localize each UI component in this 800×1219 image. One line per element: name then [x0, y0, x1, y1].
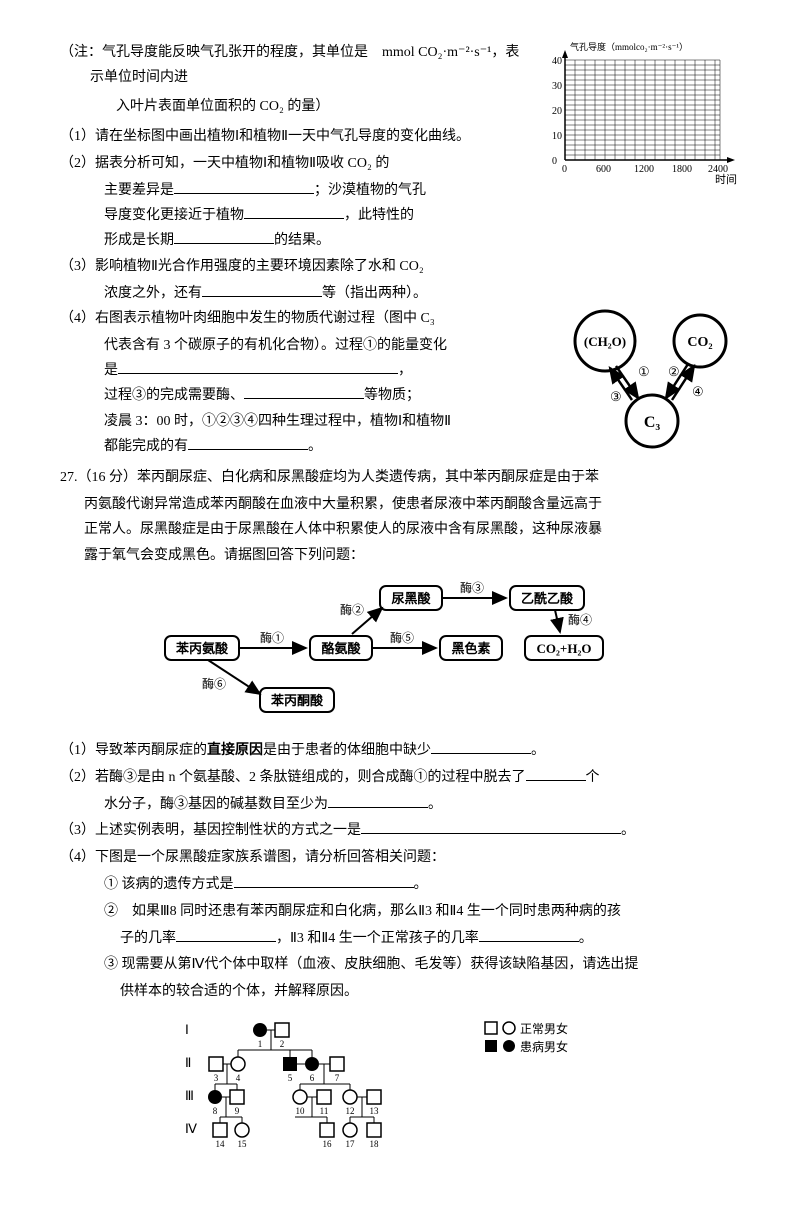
svg-text:①: ① — [638, 364, 650, 379]
svg-text:苯丙酮酸: 苯丙酮酸 — [270, 693, 324, 708]
question-27-3: （3）上述实例表明，基因控制性状的方式之一是。 — [60, 818, 740, 843]
svg-text:7: 7 — [335, 1073, 340, 1083]
blank[interactable] — [244, 204, 344, 219]
blank[interactable] — [361, 819, 621, 834]
svg-text:黑色素: 黑色素 — [451, 641, 490, 656]
question-27-4-2-l2: 子的几率，Ⅱ3 和Ⅱ4 生一个正常孩子的几率。 — [60, 926, 740, 951]
svg-text:1800: 1800 — [672, 164, 692, 175]
pathway-diagram: 苯丙氨酸 酪氨酸 尿黑酸 乙酰乙酸 黑色素 苯丙酮酸 CO₂+H₂O 酶① 酶②… — [60, 576, 740, 730]
svg-text:14: 14 — [216, 1139, 226, 1149]
svg-text:0: 0 — [562, 164, 567, 175]
graph-ylabel: 气孔导度（mmolco₂·m⁻²·s⁻¹） — [570, 41, 688, 52]
blank[interactable] — [176, 927, 276, 942]
svg-text:5: 5 — [288, 1073, 293, 1083]
svg-text:16: 16 — [323, 1139, 333, 1149]
question-27-4-3-l1: ③ 现需要从第Ⅳ代个体中取样（血液、皮肤细胞、毛发等）获得该缺陷基因，请选出提 — [60, 952, 740, 977]
svg-text:10: 10 — [296, 1106, 306, 1116]
svg-text:酶⑤: 酶⑤ — [390, 630, 414, 645]
svg-text:Ⅳ: Ⅳ — [185, 1121, 197, 1136]
svg-text:3: 3 — [214, 1073, 219, 1083]
svg-text:酶①: 酶① — [260, 630, 284, 645]
svg-text:11: 11 — [320, 1106, 329, 1116]
svg-text:20: 20 — [552, 106, 562, 117]
svg-text:(CH₂O): (CH₂O) — [584, 334, 626, 349]
svg-text:9: 9 — [235, 1106, 240, 1116]
svg-text:6: 6 — [310, 1073, 315, 1083]
svg-text:30: 30 — [552, 81, 562, 92]
svg-text:尿黑酸: 尿黑酸 — [391, 591, 431, 606]
blank[interactable] — [431, 739, 531, 754]
blank[interactable] — [526, 766, 586, 781]
blank[interactable] — [479, 927, 579, 942]
svg-text:17: 17 — [346, 1139, 356, 1149]
svg-text:Ⅱ: Ⅱ — [185, 1055, 191, 1070]
svg-text:④: ④ — [692, 384, 704, 399]
question-27-l4: 露于氧气会变成黑色。请据图回答下列问题： — [60, 543, 740, 568]
svg-text:Ⅰ: Ⅰ — [185, 1022, 189, 1037]
svg-text:600: 600 — [596, 164, 611, 175]
svg-text:1: 1 — [258, 1039, 263, 1049]
blank[interactable] — [234, 873, 414, 888]
svg-text:酪氨酸: 酪氨酸 — [321, 641, 361, 656]
question-27-4-2-l1: ② 如果Ⅲ8 同时还患有苯丙酮尿症和白化病，那么Ⅱ3 和Ⅱ4 生一个同时患两种病… — [60, 899, 740, 924]
question-2-line3: 导度变化更接近于植物，此特性的 — [60, 203, 740, 228]
blank[interactable] — [202, 282, 322, 297]
blank[interactable] — [328, 793, 428, 808]
question-27-l3: 正常人。尿黑酸症是由于尿黑酸在人体中积累使人的尿液中含有尿黑酸，这种尿液暴 — [60, 517, 740, 542]
svg-text:1200: 1200 — [634, 164, 654, 175]
svg-text:10: 10 — [552, 131, 562, 142]
svg-text:②: ② — [668, 364, 680, 379]
svg-text:正常男女: 正常男女 — [520, 1021, 568, 1036]
svg-text:12: 12 — [346, 1106, 355, 1116]
blank[interactable] — [174, 179, 314, 194]
svg-text:C₃: C₃ — [644, 414, 661, 431]
svg-text:8: 8 — [213, 1106, 218, 1116]
svg-text:CO₂+H₂O: CO₂+H₂O — [537, 641, 592, 656]
svg-text:酶④: 酶④ — [568, 612, 592, 627]
svg-text:4: 4 — [236, 1073, 241, 1083]
pedigree-diagram: Ⅰ Ⅱ Ⅲ Ⅳ 正常男女 患病男女 1 2 3 4 5 6 7 8 9 10 1… — [60, 1012, 740, 1171]
question-3-line2: 浓度之外，还有等（指出两种）。 — [60, 281, 740, 306]
svg-text:乙酰乙酸: 乙酰乙酸 — [521, 591, 574, 606]
svg-text:③: ③ — [610, 389, 622, 404]
svg-text:时间: 时间 — [715, 173, 737, 185]
svg-text:0: 0 — [552, 156, 557, 167]
question-27-2-l1: （2）若酶③是由 n 个氨基酸、2 条肽链组成的，则合成酶①的过程中脱去了个 — [60, 765, 740, 790]
question-27-2-l2: 水分子，酶③基因的碱基数目至少为。 — [60, 792, 740, 817]
metabolism-diagram: (CH₂O) CO₂ C₃ ① ② ③ ④ — [560, 306, 740, 465]
svg-text:40: 40 — [552, 56, 562, 67]
question-27-4-head: （4）下图是一个尿黑酸症家族系谱图，请分析回答相关问题： — [60, 845, 740, 870]
question-27-4-3-l2: 供样本的较合适的个体，并解释原因。 — [60, 979, 740, 1004]
blank[interactable] — [244, 384, 364, 399]
svg-text:酶③: 酶③ — [460, 580, 484, 595]
question-2-line4: 形成是长期的结果。 — [60, 228, 740, 253]
svg-text:患病男女: 患病男女 — [520, 1039, 568, 1054]
svg-text:酶⑥: 酶⑥ — [202, 676, 226, 691]
question-3-line1: （3）影响植物Ⅱ光合作用强度的主要环境因素除了水和 CO₂ — [60, 254, 740, 279]
blank[interactable] — [174, 229, 274, 244]
svg-text:18: 18 — [370, 1139, 380, 1149]
blank[interactable] — [188, 435, 308, 450]
svg-text:Ⅲ: Ⅲ — [185, 1088, 194, 1103]
svg-text:CO₂: CO₂ — [687, 335, 712, 350]
svg-text:15: 15 — [238, 1139, 248, 1149]
svg-text:2: 2 — [280, 1039, 285, 1049]
question-27-head: 27.（16 分）苯丙酮尿症、白化病和尿黑酸症均为人类遗传病，其中苯丙酮尿症是由… — [60, 465, 740, 490]
question-27-4-1: ① 该病的遗传方式是。 — [60, 872, 740, 897]
question-27-1: （1）导致苯丙酮尿症的直接原因是由于患者的体细胞中缺少。 — [60, 738, 740, 763]
svg-text:酶②: 酶② — [340, 602, 364, 617]
blank[interactable] — [118, 359, 398, 374]
svg-text:13: 13 — [370, 1106, 380, 1116]
stomata-graph: 气孔导度（mmolco₂·m⁻²·s⁻¹） 0 — [540, 40, 740, 194]
question-27-l2: 丙氨酸代谢异常造成苯丙酮酸在血液中大量积累，使患者尿液中苯丙酮酸含量远高于 — [60, 492, 740, 517]
svg-text:苯丙氨酸: 苯丙氨酸 — [175, 641, 229, 656]
